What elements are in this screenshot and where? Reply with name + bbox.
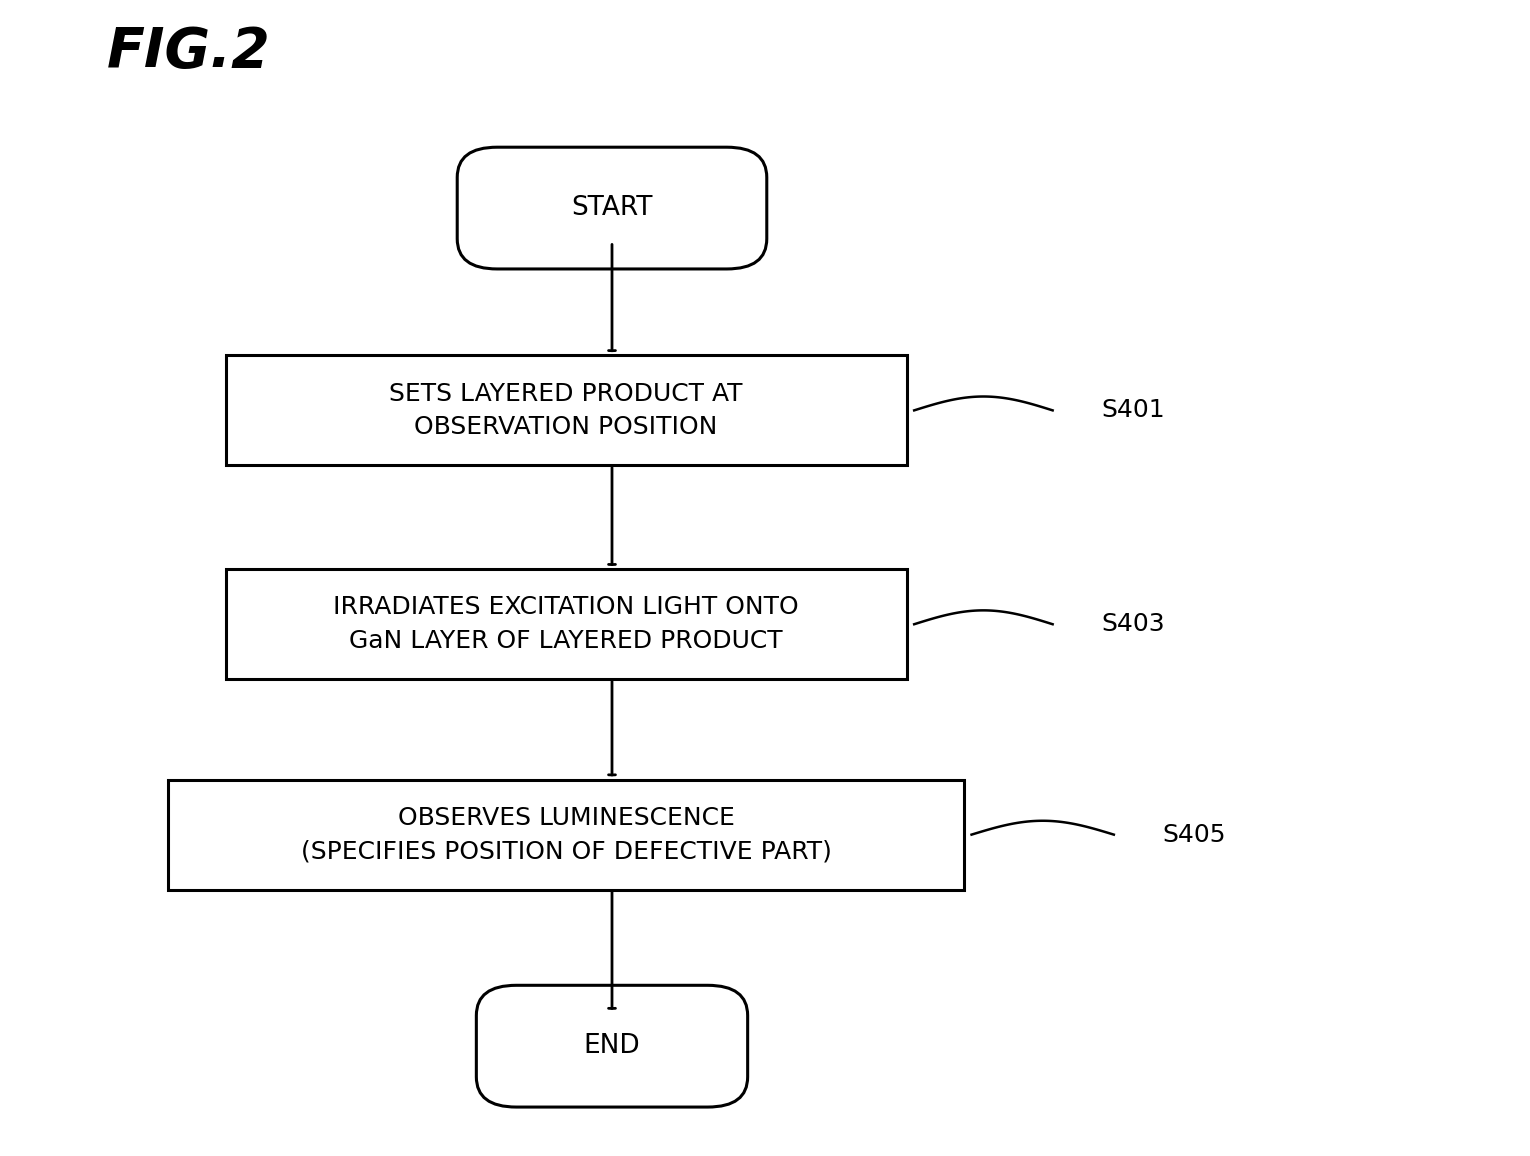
Text: END: END	[583, 1033, 641, 1059]
FancyBboxPatch shape	[476, 985, 748, 1107]
Text: SETS LAYERED PRODUCT AT
OBSERVATION POSITION: SETS LAYERED PRODUCT AT OBSERVATION POSI…	[389, 381, 744, 439]
FancyBboxPatch shape	[457, 147, 767, 269]
Text: FIG.2: FIG.2	[107, 25, 271, 79]
FancyBboxPatch shape	[226, 569, 906, 679]
Text: START: START	[571, 195, 653, 221]
Text: IRRADIATES EXCITATION LIGHT ONTO
GaN LAYER OF LAYERED PRODUCT: IRRADIATES EXCITATION LIGHT ONTO GaN LAY…	[334, 595, 799, 653]
FancyBboxPatch shape	[226, 356, 906, 465]
FancyBboxPatch shape	[168, 779, 964, 890]
Text: S401: S401	[1102, 399, 1166, 422]
Text: S405: S405	[1163, 823, 1227, 846]
Text: OBSERVES LUMINESCENCE
(SPECIFIES POSITION OF DEFECTIVE PART): OBSERVES LUMINESCENCE (SPECIFIES POSITIO…	[301, 806, 831, 864]
Text: S403: S403	[1102, 613, 1166, 636]
